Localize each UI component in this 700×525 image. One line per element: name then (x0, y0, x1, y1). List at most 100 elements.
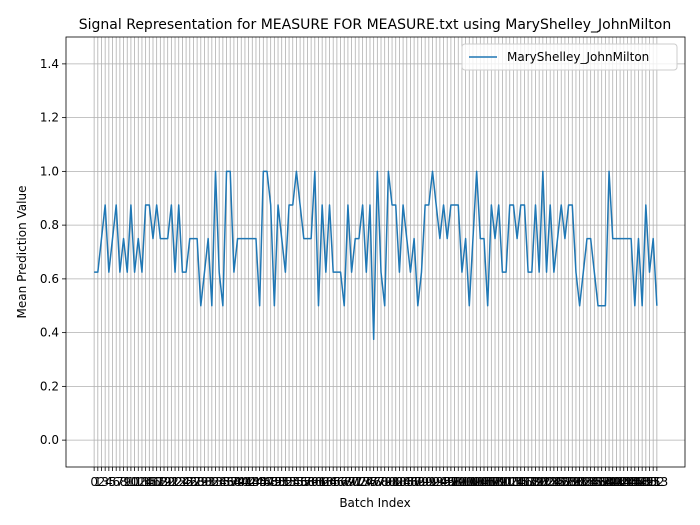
x-tick-label: 130 (561, 475, 584, 489)
x-tick-label: 120 (524, 475, 547, 489)
x-tick-label: 37 (223, 475, 238, 489)
x-tick-label: 83 (392, 475, 407, 489)
x-tick-label: 7 (116, 475, 124, 489)
x-tick-label: 27 (186, 475, 201, 489)
x-tick-label: 44 (248, 475, 263, 489)
x-tick-label: 25 (178, 475, 193, 489)
x-tick-label: 34 (212, 475, 227, 489)
x-tick-label: 41 (237, 475, 252, 489)
x-tick-label: 104 (465, 475, 488, 489)
x-tick-label: 111 (491, 475, 514, 489)
x-tick-label: 32 (204, 475, 219, 489)
x-tick-label: 18 (153, 475, 168, 489)
x-tick-label: 39 (230, 475, 245, 489)
x-tick-label: 55 (289, 475, 304, 489)
x-tick-label: 24 (175, 475, 190, 489)
x-tick-label: 56 (292, 475, 307, 489)
x-tick-label: 77 (370, 475, 385, 489)
x-tick-label: 8 (120, 475, 128, 489)
x-tick-label: 91 (421, 475, 436, 489)
x-tick-label: 12 (131, 475, 146, 489)
x-tick-label: 144 (612, 475, 635, 489)
y-tick-label: 1.0 (40, 164, 59, 178)
x-tick-label: 51 (274, 475, 289, 489)
x-tick-label: 0 (90, 475, 98, 489)
x-tick-label: 3 (101, 475, 109, 489)
x-tick-label: 143 (609, 475, 632, 489)
x-tick-label: 14 (138, 475, 153, 489)
x-tick-label: 76 (366, 475, 381, 489)
x-tick-label: 21 (164, 475, 179, 489)
x-tick-label: 29 (193, 475, 208, 489)
x-tick-label: 57 (296, 475, 311, 489)
x-tick-label: 132 (568, 475, 591, 489)
x-tick-label: 40 (234, 475, 249, 489)
x-tick-label: 10 (123, 475, 138, 489)
x-tick-label: 4 (105, 475, 113, 489)
x-tick-label: 11 (127, 475, 142, 489)
x-tick-label: 141 (601, 475, 624, 489)
y-axis-label: Mean Prediction Value (15, 186, 29, 319)
x-tick-label: 116 (509, 475, 532, 489)
y-tick-label: 1.2 (40, 111, 59, 125)
x-tick-label: 84 (395, 475, 410, 489)
x-tick-label: 95 (436, 475, 451, 489)
y-tick-label: 0.4 (40, 326, 59, 340)
x-tick-label: 60 (307, 475, 322, 489)
x-tick-label: 113 (498, 475, 521, 489)
x-tick-label: 139 (594, 475, 617, 489)
x-tick-label: 109 (484, 475, 507, 489)
x-tick-label: 147 (623, 475, 646, 489)
x-tick-label: 128 (553, 475, 576, 489)
x-tick-label: 124 (539, 475, 562, 489)
x-tick-label: 26 (182, 475, 197, 489)
x-tick-label: 99 (451, 475, 466, 489)
x-tick-label: 107 (476, 475, 499, 489)
x-tick-label: 20 (160, 475, 175, 489)
x-tick-label: 35 (215, 475, 230, 489)
x-tick-label: 97 (443, 475, 458, 489)
x-tick-label: 62 (315, 475, 330, 489)
x-axis-label: Batch Index (339, 496, 410, 510)
x-tick-label: 122 (531, 475, 554, 489)
x-tick-label: 145 (616, 475, 639, 489)
x-tick-label: 48 (263, 475, 278, 489)
x-tick-label: 9 (123, 475, 131, 489)
x-tick-label: 152 (642, 475, 665, 489)
x-tick-label: 90 (418, 475, 433, 489)
x-tick-label: 46 (256, 475, 271, 489)
x-tick-label: 61 (311, 475, 326, 489)
y-tick-label: 0.8 (40, 218, 59, 232)
x-tick-label: 142 (605, 475, 628, 489)
x-tick-label: 117 (513, 475, 536, 489)
x-tick-label: 70 (344, 475, 359, 489)
x-tick-label: 131 (564, 475, 587, 489)
x-tick-label: 129 (557, 475, 580, 489)
x-tick-label: 86 (403, 475, 418, 489)
x-tick-label: 93 (429, 475, 444, 489)
x-tick-label: 50 (270, 475, 285, 489)
x-tick-label: 72 (351, 475, 366, 489)
x-tick-label: 133 (572, 475, 595, 489)
x-tick-label: 75 (362, 475, 377, 489)
y-tick-label: 0.2 (40, 379, 59, 393)
x-tick-label: 136 (583, 475, 606, 489)
x-tick-label: 103 (462, 475, 485, 489)
x-tick-label: 138 (590, 475, 613, 489)
x-tick-label: 150 (634, 475, 657, 489)
chart-title: Signal Representation for MEASURE FOR ME… (79, 17, 671, 33)
x-tick-label: 135 (579, 475, 602, 489)
x-tick-label: 81 (384, 475, 399, 489)
x-tick-label: 149 (631, 475, 654, 489)
x-tick-label: 68 (337, 475, 352, 489)
y-tick-label: 1.4 (40, 57, 59, 71)
x-tick-label: 82 (388, 475, 403, 489)
x-tick-label: 100 (450, 475, 473, 489)
x-tick-label: 88 (410, 475, 425, 489)
x-tick-label: 42 (241, 475, 256, 489)
x-tick-label: 22 (167, 475, 182, 489)
x-tick-label: 67 (333, 475, 348, 489)
y-tick-label: 0.6 (40, 272, 59, 286)
x-tick-label: 69 (340, 475, 355, 489)
x-tick-label: 121 (528, 475, 551, 489)
